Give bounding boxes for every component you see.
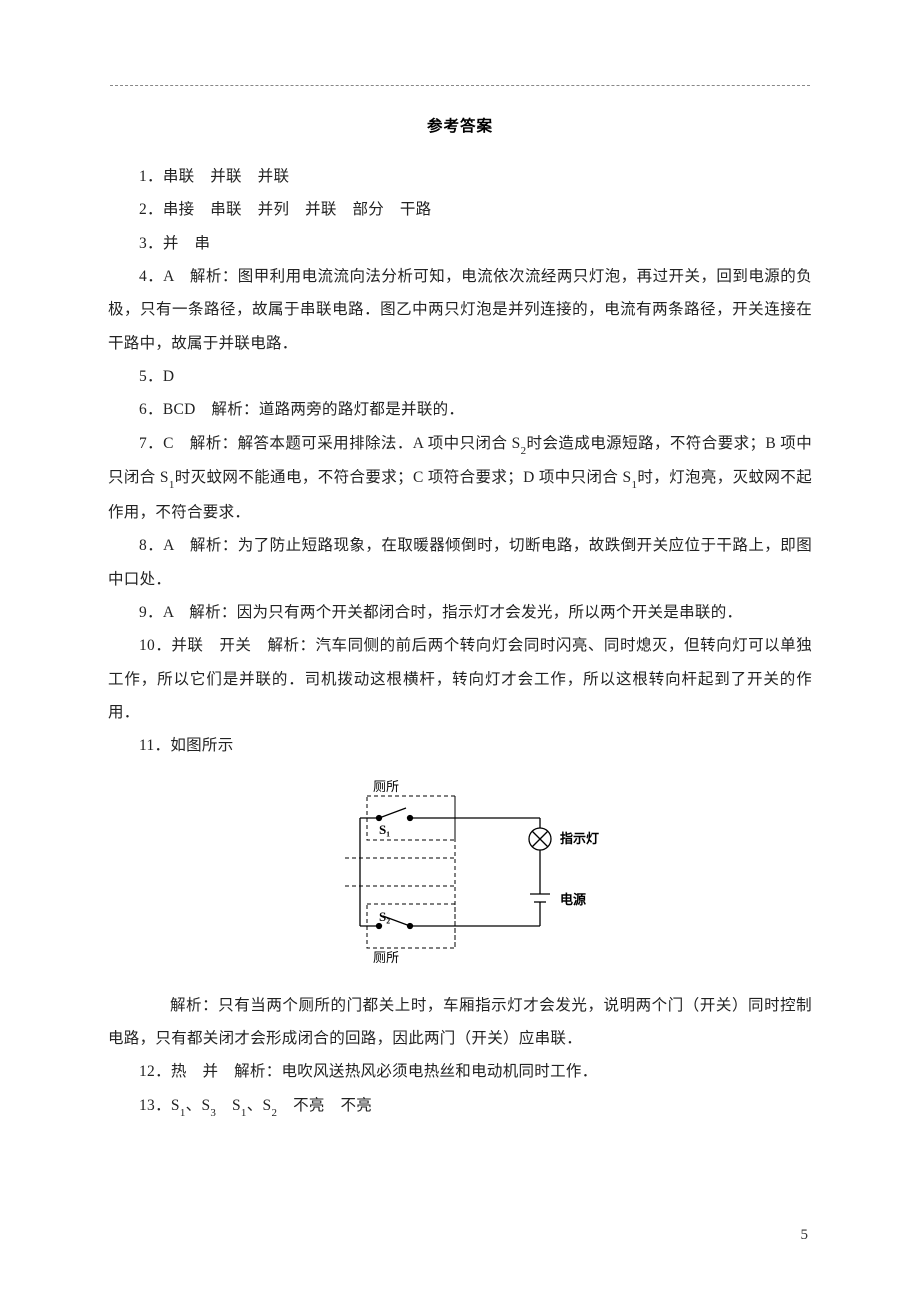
answer-13-text-b: 、S: [186, 1097, 211, 1114]
answer-11-analysis: 解析：只有当两个厕所的门都关上时，车厢指示灯才会发光，说明两个门（开关）同时控制…: [108, 989, 812, 1056]
answer-13-text-c: S: [216, 1097, 241, 1114]
answer-13-text-a: 13．S: [139, 1097, 180, 1114]
page-title: 参考答案: [108, 114, 812, 136]
label-s2: S₂: [379, 909, 390, 924]
answer-13-text-e: 不亮 不亮: [277, 1097, 372, 1114]
answer-11: 11．如图所示: [108, 729, 812, 762]
subscript-13-1: 1: [180, 1107, 186, 1119]
answer-4: 4．A 解析：图甲利用电流流向法分析可知，电流依次流经两只灯泡，再过开关，回到电…: [108, 260, 812, 360]
subscript-13-3: 3: [210, 1107, 216, 1119]
subscript-13-1b: 1: [241, 1107, 247, 1119]
circuit-diagram-wrapper: 厕所 S₁ S₂ 厕所 指示灯 电源: [108, 776, 812, 978]
label-toilet-bottom: 厕所: [373, 950, 399, 965]
answer-9: 9．A 解析：因为只有两个开关都闭合时，指示灯才会发光，所以两个开关是串联的．: [108, 596, 812, 629]
answer-13-text-d: 、S: [247, 1097, 272, 1114]
subscript-1: 1: [169, 479, 175, 491]
answer-13: 13．S1、S3 S1、S2 不亮 不亮: [108, 1089, 812, 1124]
subscript-13-2: 2: [271, 1107, 277, 1119]
answer-5: 5．D: [108, 360, 812, 393]
subscript-2: 2: [521, 445, 527, 457]
label-power: 电源: [560, 892, 586, 907]
circuit-diagram: 厕所 S₁ S₂ 厕所 指示灯 电源: [305, 776, 615, 978]
page-number: 5: [801, 1227, 809, 1244]
answer-8: 8．A 解析：为了防止短路现象，在取暖器倾倒时，切断电路，故跌倒开关应位于干路上…: [108, 529, 812, 596]
answer-12: 12．热 并 解析：电吹风送热风必须电热丝和电动机同时工作．: [108, 1055, 812, 1088]
subscript-1b: 1: [631, 479, 637, 491]
answer-7-text-a: 7．C 解析：解答本题可采用排除法．A 项中只闭合 S: [139, 435, 521, 452]
answer-10: 10．并联 开关 解析：汽车同侧的前后两个转向灯会同时闪亮、同时熄灭，但转向灯可…: [108, 629, 812, 729]
answer-6: 6．BCD 解析：道路两旁的路灯都是并联的．: [108, 393, 812, 426]
label-toilet-top: 厕所: [373, 779, 399, 794]
answer-3: 3．并 串: [108, 227, 812, 260]
answer-7-text-c: 时灭蚊网不能通电，不符合要求；C 项符合要求；D 项中只闭合 S: [175, 469, 632, 486]
answer-2: 2．串接 串联 并列 并联 部分 干路: [108, 193, 812, 226]
answer-7: 7．C 解析：解答本题可采用排除法．A 项中只闭合 S2时会造成电源短路，不符合…: [108, 427, 812, 530]
label-indicator: 指示灯: [560, 831, 599, 846]
answer-1: 1．串联 并联 并联: [108, 160, 812, 193]
label-s1: S₁: [379, 822, 390, 837]
answer-content: 1．串联 并联 并联 2．串接 串联 并列 并联 部分 干路 3．并 串 4．A…: [108, 160, 812, 1123]
top-divider: [110, 85, 810, 86]
